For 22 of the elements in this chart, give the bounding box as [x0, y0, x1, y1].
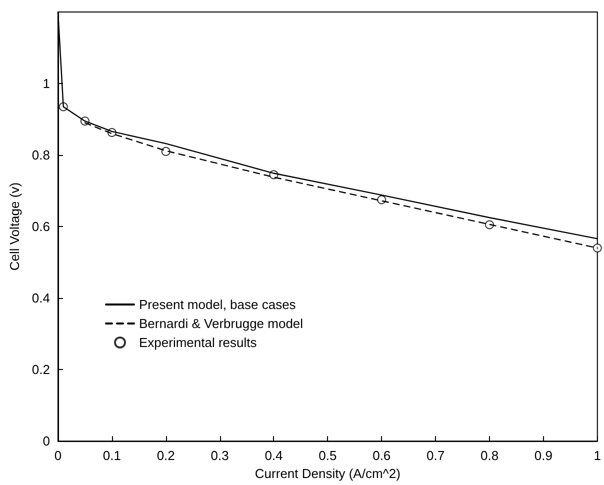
legend-label: Bernardi & Verbrugge model	[139, 316, 304, 331]
y-tick-label: 0.6	[32, 219, 50, 234]
x-tick-label: 0.4	[264, 448, 283, 464]
x-tick-label: 0.3	[210, 448, 229, 464]
y-tick-label: 0	[42, 434, 50, 449]
x-tick-label: 0.1	[102, 448, 121, 464]
x-tick-label: 0.7	[426, 448, 445, 464]
y-axis-title: Cell Voltage (v)	[7, 182, 22, 271]
y-tick-label: 0.4	[32, 290, 50, 306]
legend-label: Experimental results	[139, 335, 258, 350]
y-tick-label: 1	[42, 76, 50, 92]
x-tick-label: 0.2	[156, 448, 175, 464]
x-tick-label: 0.8	[480, 448, 499, 464]
y-tick-label: 0.2	[32, 362, 50, 378]
x-tick-label: 1	[594, 448, 601, 464]
x-tick-label: 0.9	[534, 448, 552, 464]
y-tick-label: 0.8	[32, 148, 50, 163]
x-tick-label: 0.5	[318, 448, 337, 464]
x-tick-label: 0	[54, 448, 62, 464]
legend-label: Present model, base cases	[139, 297, 296, 312]
x-tick-label: 0.6	[372, 448, 391, 464]
x-axis-title: Current Density (A/cm^2)	[254, 466, 400, 481]
